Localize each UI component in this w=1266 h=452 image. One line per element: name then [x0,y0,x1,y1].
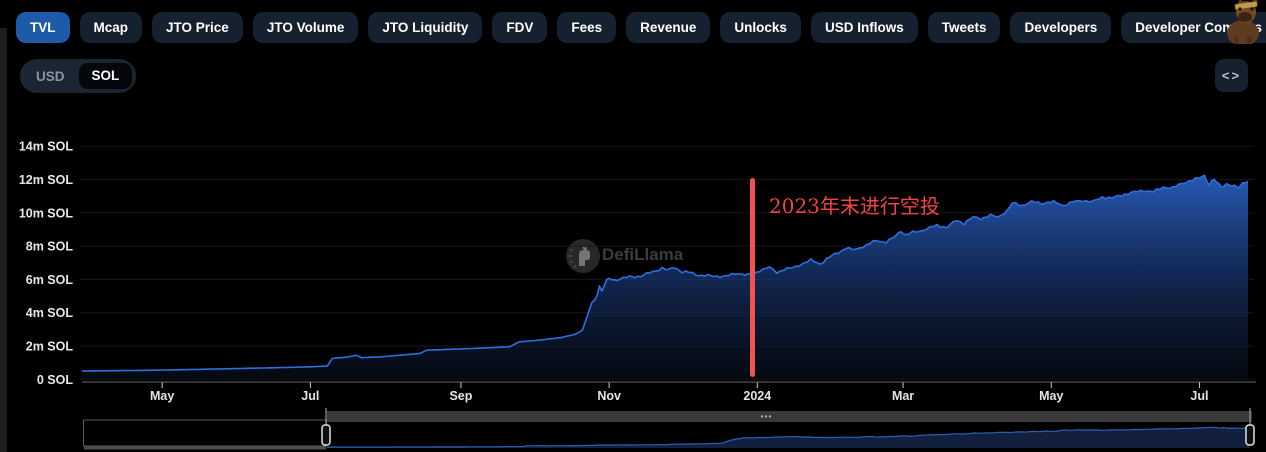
x-axis-tick-label: Mar [892,389,914,403]
tvl-area-chart[interactable]: 14m SOL 12m SOL 10m SOL 8m SOL 6m SOL 4m SOL 2… [0,108,1266,413]
tab-jto-liquidity[interactable]: JTO Liquidity [368,12,483,43]
y-axis-tick-label: 10m SOL [19,206,74,220]
tab-unlocks[interactable]: Unlocks [720,12,801,43]
y-axis-tick-label: 8m SOL [26,240,74,254]
x-axis-tick-label: May [150,389,174,403]
currency-option-usd[interactable]: USD [36,68,65,84]
tvl-line [81,174,1249,372]
tab-developers[interactable]: Developers [1010,12,1112,43]
tvl-area-fill [82,175,1248,380]
x-axis-tick-label: 2024 [743,389,771,403]
code-embed-icon[interactable]: <> [1215,59,1248,92]
tab-tvl[interactable]: TVL [16,12,70,43]
x-axis-tick-label: Sep [449,389,472,403]
tab-tweets[interactable]: Tweets [927,12,1001,43]
annotation-marker-line [750,178,755,377]
brush-right-handle[interactable] [1245,424,1255,446]
defillama-watermark-text: DefiLlama [602,245,684,264]
annotation-label: 2023年末进行空投 [769,194,940,218]
defillama-watermark-logo [566,239,600,273]
tab-fees[interactable]: Fees [557,12,617,43]
currency-option-sol[interactable]: SOL [78,63,133,89]
tab-jto-price[interactable]: JTO Price [152,12,243,43]
time-range-brush[interactable] [0,408,1266,452]
brush-left-handle[interactable] [321,424,331,446]
page-edge-strip [0,28,7,452]
currency-toggle[interactable]: USD SOL [20,59,137,93]
y-axis-tick-label: 14m SOL [19,140,74,154]
x-axis-tick-label: May [1039,389,1063,403]
y-axis-tick-label: 12m SOL [19,173,74,187]
y-axis-tick-label: 2m SOL [26,340,74,354]
y-axis-tick-label: 0 SOL [37,373,73,387]
x-axis-tick-label: Jul [1190,389,1208,403]
brush-grip-dot [768,415,772,418]
brush-data-shadow [84,446,326,450]
tab-revenue[interactable]: Revenue [626,12,711,43]
brush-unselected-region[interactable] [83,419,327,447]
x-axis-tick-label: Nov [597,389,621,403]
x-axis-tick-label: Jul [301,389,319,403]
brush-mini-line [327,426,1251,448]
y-axis-tick-label: 4m SOL [26,306,74,320]
tab-mcap[interactable]: Mcap [79,12,143,43]
chart-metric-tabs: TVL Mcap JTO Price JTO Volume JTO Liquidity F… [16,12,1266,43]
llama-mascot-icon [1227,0,1259,44]
tab-jto-volume[interactable]: JTO Volume [252,12,359,43]
brush-grip-dot [764,415,768,418]
tab-usd-inflows[interactable]: USD Inflows [810,12,918,43]
brush-move-handle-bar[interactable] [327,411,1252,422]
brush-grip-dot [760,415,764,418]
y-axis-tick-label: 6m SOL [26,273,74,287]
tab-fdv[interactable]: FDV [492,12,548,43]
